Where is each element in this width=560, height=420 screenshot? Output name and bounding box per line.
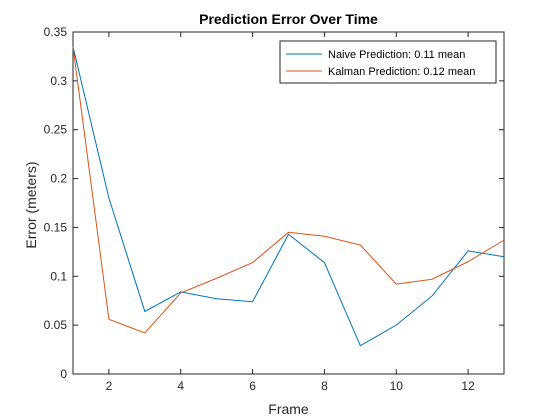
x-tick-label: 6 xyxy=(249,379,256,393)
legend-entry: Naive Prediction: 0.11 mean xyxy=(328,49,465,61)
x-tick-label: 2 xyxy=(106,379,113,393)
x-axis-label: Frame xyxy=(268,401,309,417)
y-tick-label: 0.1 xyxy=(50,269,67,283)
x-tick-label: 10 xyxy=(390,379,404,393)
x-tick-label: 8 xyxy=(321,379,328,393)
plot-area: 2 4 6 8 10 12 0 0.05 0.1 0.15 0.2 0.25 0.3 0.35 xyxy=(44,25,505,393)
y-tick-label: 0.15 xyxy=(44,220,68,234)
x-tick-label: 12 xyxy=(461,379,475,393)
series-line-naive xyxy=(72,46,505,347)
legend-box xyxy=(279,40,497,84)
series-line-kalman xyxy=(72,46,505,334)
axes-box xyxy=(72,31,505,375)
y-axis-label: Error (meters) xyxy=(23,161,39,248)
legend-entry: Kalman Prediction: 0.12 mean xyxy=(328,66,475,78)
x-tick-label: 4 xyxy=(177,379,184,393)
y-tick-label: 0.35 xyxy=(44,25,68,39)
chart-title: Prediction Error Over Time xyxy=(199,11,378,27)
y-tick-label: 0 xyxy=(60,367,67,381)
y-tick-label: 0.2 xyxy=(50,172,67,186)
y-tick-label: 0.25 xyxy=(44,123,68,137)
legend: Naive Prediction: 0.11 mean Kalman Predic… xyxy=(279,40,497,84)
y-tick-label: 0.3 xyxy=(50,74,67,88)
y-tick-label: 0.05 xyxy=(44,318,68,332)
